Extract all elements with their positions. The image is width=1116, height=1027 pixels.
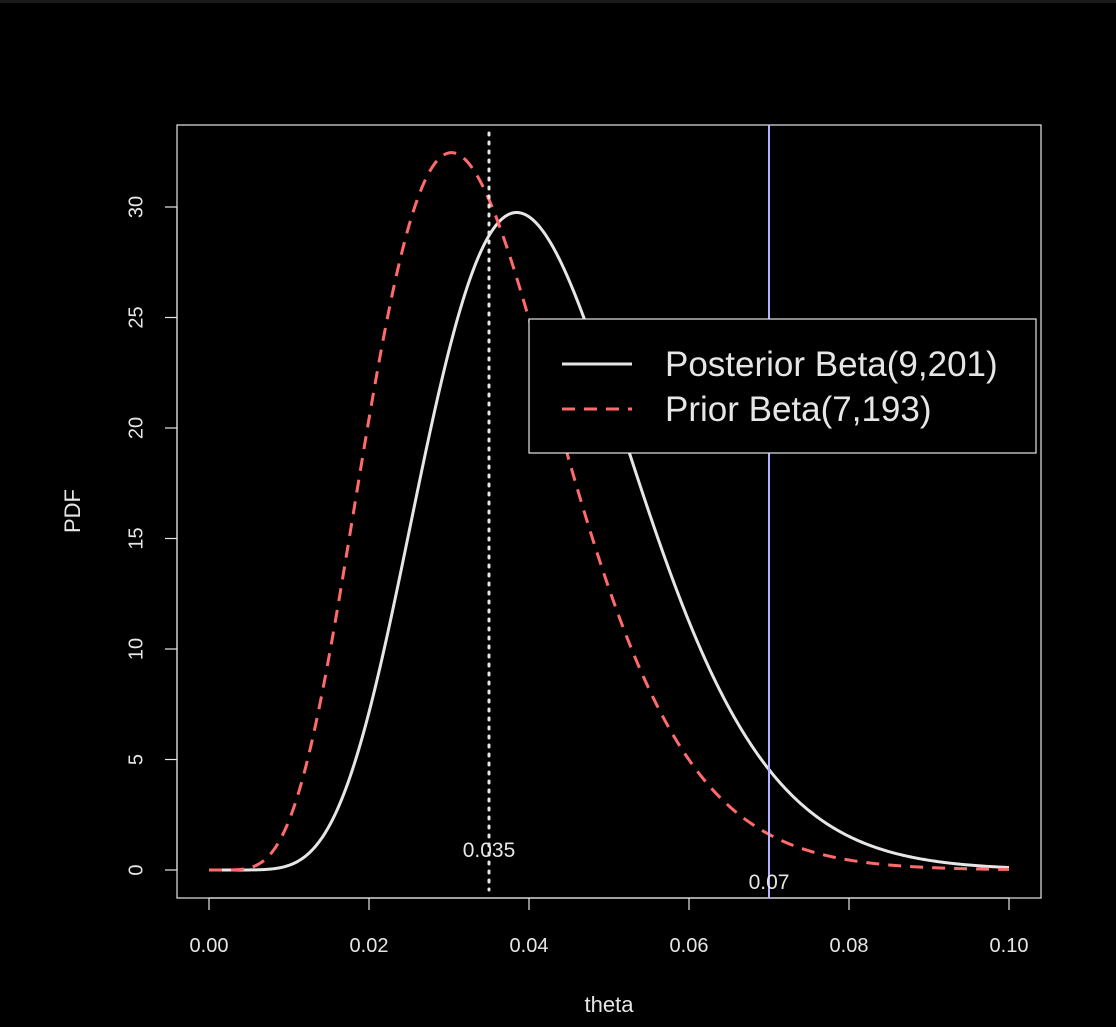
x-axis: 0.00 0.02 0.04 0.06 0.08 0.10 [190, 897, 1029, 957]
x-tick-label: 0.00 [190, 935, 229, 957]
legend-box [528, 318, 1037, 454]
window-top-strip [0, 0, 1116, 3]
x-axis-title: theta [585, 992, 635, 1017]
x-tick-label: 0.08 [830, 935, 869, 957]
legend: Posterior Beta(9,201) Prior Beta(7,193) [528, 318, 1037, 454]
density-curves [209, 151, 1010, 872]
y-tick-label: 15 [125, 527, 147, 549]
y-tick-label: 10 [125, 638, 147, 660]
y-tick-label: 25 [125, 306, 147, 328]
legend-label: Posterior Beta(9,201) [665, 345, 998, 384]
posterior-curve [209, 211, 1010, 872]
vline-label: 0.07 [749, 871, 790, 894]
x-tick-label: 0.06 [670, 935, 709, 957]
reference-lines: 0.035 0.07 [463, 125, 790, 898]
vline-label: 0.035 [463, 839, 516, 862]
x-tick-label: 0.04 [510, 935, 549, 957]
x-tick-label: 0.02 [350, 935, 389, 957]
y-tick-label: 0 [125, 864, 147, 875]
y-axis-title: PDF [60, 489, 85, 533]
y-tick-label: 5 [125, 754, 147, 765]
y-axis: 0 5 10 15 20 25 30 [125, 196, 178, 876]
legend-label: Prior Beta(7,193) [665, 390, 932, 429]
x-tick-label: 0.10 [990, 935, 1029, 957]
y-tick-label: 20 [125, 417, 147, 439]
prior-curve [209, 151, 1010, 872]
y-tick-label: 30 [125, 196, 147, 218]
plot-frame [176, 124, 1042, 899]
